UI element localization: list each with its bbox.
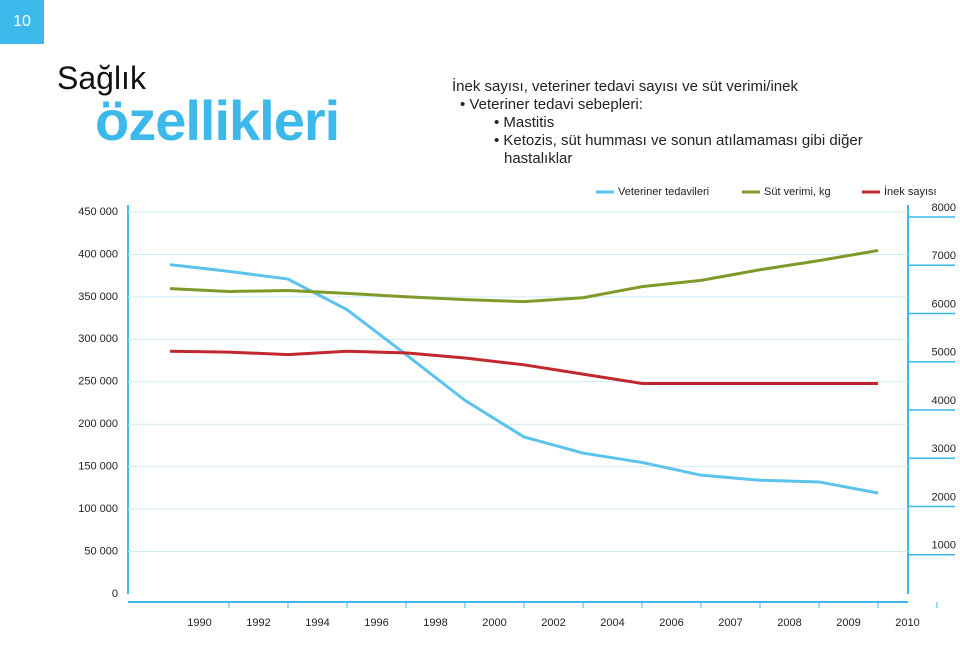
bullet: Ketozis, süt humması ve sonun atılamamas… xyxy=(503,132,863,149)
x-tick-label: 1998 xyxy=(423,617,447,629)
y2-tick-label: 5000 xyxy=(932,347,956,359)
y-tick-label: 450 000 xyxy=(78,206,118,218)
y2-tick-label: 2000 xyxy=(932,491,956,503)
heading: İnek sayısı, veteriner tedavi sayısı ve … xyxy=(452,78,798,95)
series-line xyxy=(169,248,879,304)
y-tick-label: 100 000 xyxy=(78,503,118,515)
y-tick-label: 200 000 xyxy=(78,418,118,430)
y-tick-label: 150 000 xyxy=(78,461,118,473)
bullet-row: • Mastitis xyxy=(494,114,555,131)
y-tick-label: 50 000 xyxy=(84,545,118,557)
x-tick-label: 1994 xyxy=(305,617,329,629)
series-line xyxy=(169,263,879,495)
y-tick-label: 0 xyxy=(112,588,118,600)
bullet-text: hastalıklar xyxy=(504,150,573,167)
bullet-row: • Ketozis, süt humması ve sonun atılamam… xyxy=(494,132,863,149)
intro: İnek sayısı, veteriner tedavi sayısı ve … xyxy=(452,78,863,168)
y-tick-label: 250 000 xyxy=(78,376,118,388)
legend-label: Veteriner tedavileri xyxy=(618,186,709,198)
x-tick-label: 2008 xyxy=(777,617,801,629)
y2-tick-label: 8000 xyxy=(932,202,956,214)
y2-tick-label: 7000 xyxy=(932,250,956,262)
x-tick-label: 1990 xyxy=(187,617,211,629)
y-tick-label: 300 000 xyxy=(78,333,118,345)
x-tick-label: 2004 xyxy=(600,617,624,629)
bullet: Mastitis xyxy=(503,114,555,131)
x-tick-label: 2009 xyxy=(836,617,860,629)
page-number: 10 xyxy=(0,0,44,44)
y2-tick-label: 4000 xyxy=(932,395,956,407)
y2-tick-label: 6000 xyxy=(932,298,956,310)
x-tick-label: 2010 xyxy=(895,617,919,629)
x-tick-label: 2000 xyxy=(482,617,506,629)
x-tick-label: 2006 xyxy=(659,617,683,629)
x-tick-label: 1992 xyxy=(246,617,270,629)
y2-tick-label: 1000 xyxy=(932,540,956,552)
x-tick-label: 2007 xyxy=(718,617,742,629)
legend-label: Süt verimi, kg xyxy=(764,186,831,198)
y-tick-label: 400 000 xyxy=(78,248,118,260)
bullet-row: • Veteriner tedavi sebepleri: xyxy=(460,96,643,113)
x-tick-label: 2002 xyxy=(541,617,565,629)
title-line: Sağlık xyxy=(57,60,146,96)
bullet: Veteriner tedavi sebepleri: xyxy=(469,96,643,113)
legend-label: İnek sayısı xyxy=(884,185,937,198)
series-line xyxy=(169,349,878,385)
title-line: özellikleri xyxy=(95,89,340,152)
y2-tick-label: 3000 xyxy=(932,443,956,455)
y-tick-label: 350 000 xyxy=(78,291,118,303)
x-tick-label: 1996 xyxy=(364,617,388,629)
